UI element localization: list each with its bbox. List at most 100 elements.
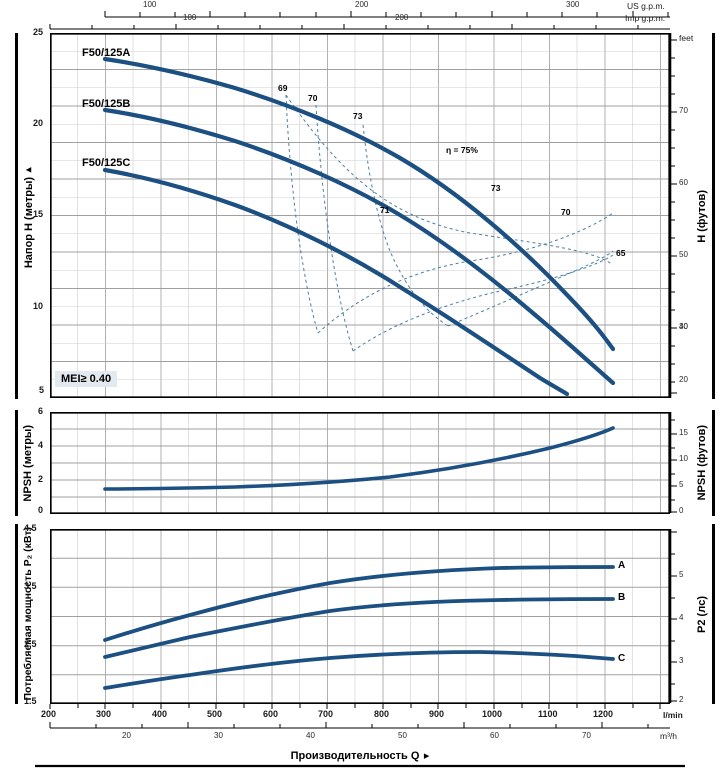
power-right-tick-5: 5 [679, 570, 684, 579]
head-panel: F50/125A F50/125B F50/125C 69 70 73 71 7… [50, 33, 670, 398]
npsh-panel [50, 412, 670, 514]
efficiency-eta-label: η = 75% [446, 145, 478, 155]
top-scales: 100 200 300 US g.p.m. 100 200 Imp g.p.m. [0, 0, 720, 30]
lmin-tick-400: 400 [152, 709, 168, 719]
head-left-axis-label: Напор H (метры) [23, 176, 35, 269]
power-panel: A B C [50, 529, 670, 704]
head-chart-svg [50, 33, 670, 398]
lmin-tick-200: 200 [41, 709, 57, 719]
m3h-tick-70: 70 [582, 731, 591, 740]
npsh-right-axis-title-wrap: NPSH (футов) [696, 410, 708, 516]
npsh-left-axis-title-wrap: NPSH (метры) [22, 410, 34, 516]
npsh-ytick-4: 4 [38, 440, 44, 450]
us-gpm-unit-label: US g.p.m. [627, 1, 665, 11]
head-right-tick-50: 50 [679, 250, 688, 259]
power-ytick-45: 4.5 [24, 523, 37, 533]
power-curve-label-b: B [618, 592, 626, 603]
head-ytick-20: 20 [33, 118, 44, 128]
top-scales-svg [49, 11, 670, 30]
m3h-tick-50: 50 [398, 731, 407, 740]
efficiency-mark-70a: 70 [308, 93, 318, 103]
power-curve-b [103, 597, 615, 659]
us-gpm-tick-200: 200 [355, 0, 369, 9]
power-chart-svg [50, 529, 670, 704]
efficiency-mark-73a: 73 [353, 111, 363, 121]
power-right-axis-title: P2 (лc) [696, 595, 708, 633]
power-ytick-15: 1.5 [24, 696, 37, 706]
efficiency-mark-71: 71 [380, 205, 390, 215]
lmin-tick-1000: 1000 [482, 709, 503, 719]
lmin-tick-800: 800 [374, 709, 390, 719]
head-ytick-10: 10 [33, 301, 44, 311]
m3h-tick-30: 30 [214, 731, 223, 740]
power-right-tick-2: 2 [679, 695, 684, 704]
head-left-rail [15, 33, 18, 399]
power-left-axis-title: Потребляемая мощность P₂ (кВт) [22, 527, 34, 701]
power-curve-label-a: A [618, 560, 626, 571]
bottom-scales-svg [35, 704, 685, 768]
efficiency-mark-65: 65 [616, 248, 626, 258]
power-right-tick-3: 3 [679, 656, 684, 665]
npsh-left-rail [15, 410, 18, 516]
lmin-tick-1100: 1100 [538, 709, 558, 719]
lmin-unit-label: l/min [663, 710, 683, 720]
power-left-axis-title-wrap: Потребляемая мощность P₂ (кВт) [22, 524, 34, 704]
power-right-tick-4: 4 [679, 613, 684, 622]
lmin-tick-1200: 1200 [593, 709, 614, 719]
power-right-axis: 5 4 3 2 [670, 529, 720, 704]
npsh-right-tick-0: 0 [679, 506, 684, 515]
head-right-tick-60: 60 [679, 178, 688, 187]
head-right-axis-title-wrap: H (футов) [696, 33, 708, 399]
head-right-rail [712, 33, 715, 399]
head-right-axis-svg [670, 33, 677, 398]
npsh-right-axis-title: NPSH (футов) [696, 425, 708, 501]
power-curve-label-c: C [618, 653, 626, 664]
head-curve-c [102, 167, 570, 397]
npsh-chart-svg [50, 412, 670, 514]
head-ytick-15: 15 [33, 209, 44, 219]
head-right-axis-title: H (футов) [696, 189, 708, 243]
mei-badge: MEI≥ 0.40 [55, 371, 118, 387]
lmin-tick-500: 500 [207, 709, 223, 719]
power-right-axis-svg [670, 529, 677, 703]
head-ytick-5: 5 [39, 385, 45, 395]
npsh-left-axis-title: NPSH (метры) [22, 424, 34, 502]
us-gpm-tick-300: 300 [566, 0, 580, 9]
npsh-ytick-0: 0 [38, 505, 44, 515]
bottom-axis-title: Производительность Q [290, 750, 420, 762]
bottom-axis-arrow: ▸ [423, 750, 430, 762]
head-curve-label-a: F50/125A [82, 47, 131, 59]
npsh-right-tick-15: 15 [679, 428, 688, 437]
head-right-tick-70: 70 [679, 106, 688, 115]
lmin-tick-900: 900 [429, 709, 445, 719]
power-curve-c [103, 650, 615, 690]
power-left-rail [15, 524, 18, 704]
bottom-axis-title-wrap: Производительность Q ▸ [0, 746, 720, 764]
head-right-tick-20-lbl: 20 [679, 375, 688, 384]
efficiency-mark-73b: 73 [491, 183, 501, 193]
head-right-axis: feet 70 60 50 40 30 [670, 33, 720, 399]
npsh-curve [103, 426, 615, 491]
head-curve-label-c: F50/125C [82, 157, 131, 169]
m3h-tick-20: 20 [122, 731, 131, 740]
imp-gpm-tick-200: 200 [395, 13, 409, 22]
power-right-rail [712, 524, 715, 704]
npsh-right-axis-svg [670, 412, 677, 513]
imp-gpm-tick-100: 100 [183, 13, 197, 22]
m3h-tick-40: 40 [306, 731, 315, 740]
efficiency-mark-70b: 70 [561, 207, 571, 217]
npsh-ytick-6: 6 [38, 406, 44, 416]
npsh-right-tick-5: 5 [679, 480, 684, 489]
head-right-unit-feet: feet [679, 33, 694, 43]
head-curve-b [102, 107, 616, 386]
imp-gpm-unit-label: Imp g.p.m. [625, 13, 666, 23]
lmin-tick-300: 300 [96, 709, 112, 719]
efficiency-mark-69: 69 [278, 83, 288, 93]
m3h-unit-label: m³/h [660, 731, 677, 741]
npsh-right-rail [712, 410, 715, 516]
head-left-axis-arrow: ▸ [23, 163, 35, 177]
lmin-tick-600: 600 [263, 709, 279, 719]
m3h-tick-60: 60 [490, 731, 499, 740]
power-ytick-35: 3.5 [24, 581, 37, 591]
power-right-axis-title-wrap: P2 (лc) [696, 524, 708, 704]
